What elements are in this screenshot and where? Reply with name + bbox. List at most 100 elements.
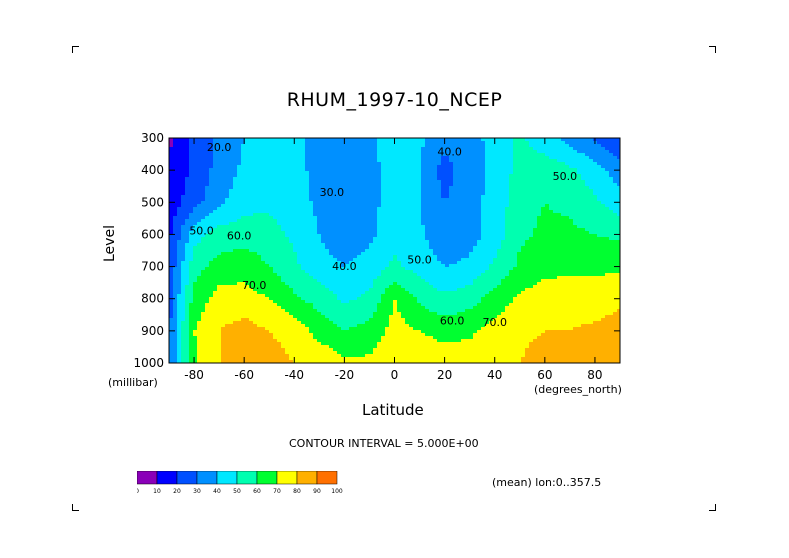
contour-cell [277,261,281,264]
contour-cell [369,300,373,303]
contour-cell [381,276,385,279]
contour-cell [273,321,277,324]
contour-cell [257,288,261,291]
contour-cell [205,300,209,303]
contour-cell [309,246,313,249]
contour-cell [177,258,181,261]
corner-mark-bottom-left [72,504,79,511]
contour-cell [385,315,389,318]
contour-cell [293,189,297,192]
contour-cell [209,147,213,150]
contour-cell [245,270,249,273]
contour-cell [177,288,181,291]
contour-cell [381,144,385,147]
contour-cell [185,309,189,312]
contour-cell [413,144,417,147]
contour-cell [257,186,261,189]
contour-cell [393,321,397,324]
contour-cell [209,183,213,186]
contour-cell [421,240,425,243]
contour-cell [361,204,365,207]
contour-cell [225,165,229,168]
contour-cell [417,276,421,279]
contour-cell [329,228,333,231]
contour-cell [405,333,409,336]
contour-cell [349,261,353,264]
contour-cell [321,303,325,306]
contour-cell [281,210,285,213]
contour-cell [269,258,273,261]
contour-cell [193,318,197,321]
contour-cell [381,234,385,237]
contour-cell [277,156,281,159]
contour-cell [417,216,421,219]
contour-cell [413,249,417,252]
contour-cell [257,291,261,294]
contour-cell [213,198,217,201]
contour-cell [329,291,333,294]
contour-cell [193,207,197,210]
contour-cell [341,237,345,240]
contour-cell [429,180,433,183]
contour-cell [237,300,241,303]
contour-cell [237,177,241,180]
contour-cell [373,324,377,327]
contour-cell [217,267,221,270]
contour-cell [429,288,433,291]
contour-cell [341,285,345,288]
contour-cell [429,333,433,336]
contour-cell [285,144,289,147]
contour-cell [277,342,281,345]
contour-cell [417,243,421,246]
contour-cell [333,141,337,144]
contour-cell [169,318,173,321]
contour-cell [373,138,377,141]
contour-cell [285,312,289,315]
contour-cell [425,303,429,306]
contour-cell [289,162,293,165]
contour-cell [341,324,345,327]
contour-cell [221,300,225,303]
contour-cell [185,159,189,162]
contour-cell [177,210,181,213]
contour-cell [405,270,409,273]
contour-cell [345,315,349,318]
contour-cell [305,306,309,309]
contour-cell [181,267,185,270]
contour-cell [321,201,325,204]
contour-cell [341,255,345,258]
contour-cell [349,342,353,345]
contour-cell [273,327,277,330]
contour-cell [253,162,257,165]
contour-cell [317,204,321,207]
contour-cell [373,183,377,186]
contour-cell [329,144,333,147]
contour-cell [181,174,185,177]
contour-cell [353,315,357,318]
contour-cell [285,192,289,195]
contour-cell [337,183,341,186]
contour-cell [305,204,309,207]
contour-cell [261,192,265,195]
contour-cell [357,177,361,180]
contour-cell [433,198,437,201]
contour-cell [209,138,213,141]
contour-cell [249,228,253,231]
contour-cell [385,309,389,312]
contour-cell [329,240,333,243]
contour-cell [285,354,289,357]
contour-cell [425,360,429,363]
contour-cell [345,138,349,141]
contour-cell [197,144,201,147]
contour-cell [237,279,241,282]
contour-cell [245,351,249,354]
contour-cell [405,297,409,300]
contour-cell [209,351,213,354]
contour-cell [381,300,385,303]
contour-cell [401,306,405,309]
contour-cell [297,252,301,255]
contour-cell [257,153,261,156]
contour-cell [389,249,393,252]
contour-cell [173,333,177,336]
contour-cell [405,153,409,156]
